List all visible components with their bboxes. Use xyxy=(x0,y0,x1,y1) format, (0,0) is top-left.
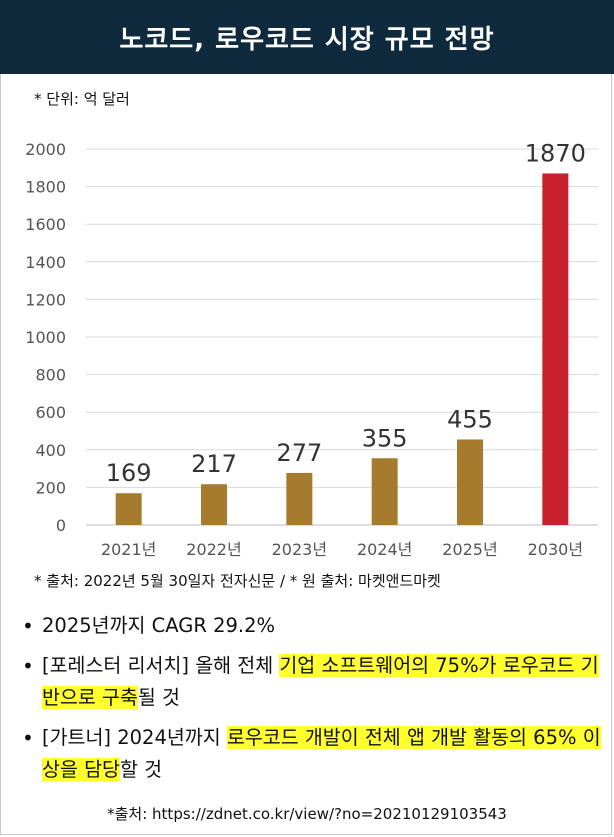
y-tick-label: 1200 xyxy=(25,290,66,309)
data-label: 277 xyxy=(276,439,322,467)
bullet-text: [가트너] 2024년까지 xyxy=(42,726,227,749)
y-tick-label: 1400 xyxy=(25,253,66,272)
x-tick-label: 2022년 xyxy=(186,540,241,559)
y-tick-label: 1800 xyxy=(25,178,66,197)
bullet-item: [포레스터 리서치] 올해 전체 기업 소프트웨어의 75%가 로우코드 기반으… xyxy=(22,650,602,714)
footer-source: *출처: https://zdnet.co.kr/view/?no=202101… xyxy=(107,805,507,823)
x-tick-label: 2024년 xyxy=(357,540,412,559)
x-tick-label: 2023년 xyxy=(272,540,327,559)
y-tick-label: 400 xyxy=(35,441,66,460)
bar-chart: 0 200 400 600 800 1000 1200 1400 1600 1800 2000 169… xyxy=(25,139,598,559)
data-label: 455 xyxy=(447,405,493,433)
bar xyxy=(371,458,398,525)
bar xyxy=(286,472,313,525)
x-tick-label: 2030년 xyxy=(528,540,583,559)
bar xyxy=(542,173,569,525)
y-tick-label: 800 xyxy=(35,366,66,385)
y-tick-label: 0 xyxy=(56,516,66,535)
data-label: 1870 xyxy=(525,139,586,167)
y-tick-label: 200 xyxy=(35,478,66,497)
bar xyxy=(201,484,227,525)
data-label: 217 xyxy=(191,450,237,478)
y-tick-label: 600 xyxy=(35,403,66,422)
y-tick-label: 1000 xyxy=(25,328,66,347)
data-label: 169 xyxy=(106,459,152,487)
y-tick-label: 1600 xyxy=(25,215,66,234)
bullet-item: 2025년까지 CAGR 29.2% xyxy=(22,610,602,642)
data-label: 355 xyxy=(362,424,408,452)
bullet-text: 할 것 xyxy=(119,758,163,781)
bullet-text: 될 것 xyxy=(137,686,180,709)
source-note: * 출처: 2022년 5월 30일자 전자신문 / * 원 출처: 마켓앤드마… xyxy=(34,572,441,590)
x-tick-label: 2025년 xyxy=(442,540,497,559)
y-tick-label: 2000 xyxy=(25,140,66,159)
bar xyxy=(457,439,483,525)
bar xyxy=(115,493,142,525)
bullet-list: 2025년까지 CAGR 29.2% [포레스터 리서치] 올해 전체 기업 소… xyxy=(22,610,602,794)
unit-note: * 단위: 억 달러 xyxy=(34,90,130,108)
page-title: 노코드, 로우코드 시장 규모 전망 xyxy=(0,0,614,74)
bullet-text: [포레스터 리서치] 올해 전체 xyxy=(42,654,280,677)
bullet-item: [가트너] 2024년까지 로우코드 개발이 전체 앱 개발 활동의 65% 이… xyxy=(22,722,602,786)
bullet-text: 2025년까지 CAGR 29.2% xyxy=(42,614,276,637)
x-tick-label: 2021년 xyxy=(101,540,156,559)
